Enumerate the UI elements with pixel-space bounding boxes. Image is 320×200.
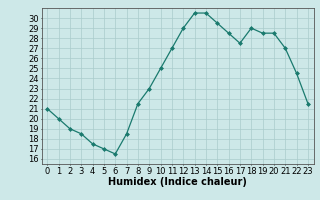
X-axis label: Humidex (Indice chaleur): Humidex (Indice chaleur) (108, 177, 247, 187)
